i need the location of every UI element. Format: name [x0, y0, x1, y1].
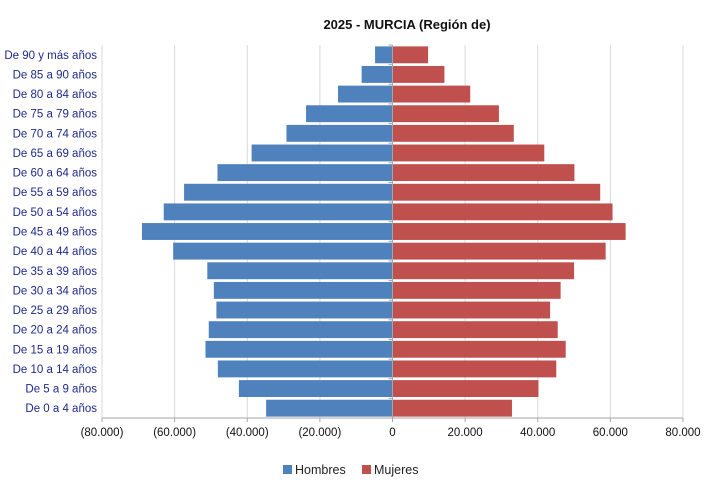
bar-mujeres-18: [392, 399, 512, 417]
bar-mujeres-8: [392, 203, 613, 221]
bar-mujeres-16: [392, 360, 557, 378]
category-label: De 40 a 44 años: [13, 246, 98, 258]
category-label: De 5 a 9 años: [25, 384, 97, 396]
bar-mujeres-5: [392, 144, 545, 162]
bar-hombres-3: [306, 105, 393, 123]
category-label: De 15 a 19 años: [13, 344, 98, 356]
bar-hombres-9: [141, 223, 393, 240]
bar-hombres-4: [286, 124, 393, 142]
bar-hombres-13: [216, 301, 393, 319]
chart-title: 2025 - MURCIA (Región de): [323, 17, 490, 32]
x-tick-label: 0: [389, 427, 395, 439]
bar-mujeres-13: [392, 301, 551, 319]
bar-hombres-7: [184, 183, 393, 201]
bar-mujeres-10: [392, 242, 606, 260]
bar-hombres-10: [173, 242, 393, 260]
category-label: De 20 a 24 años: [13, 325, 98, 337]
category-label: De 50 a 54 años: [13, 207, 98, 219]
bar-mujeres-11: [392, 262, 575, 280]
bar-mujeres-2: [392, 85, 471, 103]
category-label: De 10 a 14 años: [13, 364, 98, 376]
category-label: De 55 a 59 años: [13, 187, 98, 199]
bar-hombres-12: [213, 281, 393, 299]
category-label: De 25 a 29 años: [13, 305, 98, 317]
category-label: De 45 a 49 años: [13, 227, 98, 239]
bar-mujeres-1: [392, 66, 445, 83]
legend-swatch-mujeres: [362, 465, 371, 474]
bar-hombres-18: [266, 399, 393, 417]
bar-hombres-14: [208, 321, 393, 339]
bar-mujeres-12: [392, 281, 561, 299]
category-label: De 75 a 79 años: [13, 109, 98, 121]
bar-hombres-15: [205, 340, 393, 358]
x-tick-label: 80.000: [665, 427, 700, 439]
category-label: De 35 a 39 años: [13, 266, 98, 278]
legend-label-hombres: Hombres: [295, 463, 346, 477]
bar-hombres-2: [338, 85, 393, 103]
category-label: De 70 a 74 años: [13, 128, 98, 140]
bar-hombres-8: [163, 203, 393, 221]
category-label: De 65 a 69 años: [13, 148, 98, 160]
bar-mujeres-0: [392, 46, 429, 64]
bar-mujeres-6: [392, 164, 575, 182]
x-tick-label: (60.000): [153, 427, 196, 439]
bar-mujeres-4: [392, 124, 514, 142]
bar-hombres-16: [217, 360, 393, 378]
axes: [101, 44, 684, 422]
bar-hombres-17: [238, 380, 393, 397]
bars: [141, 46, 626, 417]
legend: Hombres Mujeres: [283, 463, 418, 477]
bar-hombres-11: [207, 262, 393, 280]
x-tick-label: 40.000: [520, 427, 555, 439]
x-tick-label: 20.000: [448, 427, 483, 439]
category-label: De 30 a 34 años: [13, 285, 98, 297]
bar-hombres-5: [251, 144, 393, 162]
category-label: De 85 a 90 años: [13, 69, 98, 81]
bar-hombres-1: [361, 66, 393, 83]
x-tick-label: (80.000): [81, 427, 124, 439]
bar-mujeres-9: [392, 223, 626, 240]
x-tick-labels: (80.000) (60.000) (40.000) (20.000) 0 20.000 4…: [81, 427, 701, 439]
bar-mujeres-3: [392, 105, 499, 123]
x-tick-label: 60.000: [593, 427, 628, 439]
bar-mujeres-17: [392, 380, 539, 397]
x-tick-label: (40.000): [226, 427, 269, 439]
legend-label-mujeres: Mujeres: [374, 463, 418, 477]
bar-hombres-6: [217, 164, 393, 182]
bar-mujeres-14: [392, 321, 558, 339]
category-labels: De 90 y más años De 85 a 90 años De 80 a 8…: [4, 50, 97, 415]
bar-mujeres-15: [392, 340, 566, 358]
category-label: De 90 y más años: [4, 50, 97, 62]
category-label: De 0 a 4 años: [25, 403, 97, 415]
x-tick-label: (20.000): [298, 427, 341, 439]
bar-mujeres-7: [392, 183, 601, 201]
category-label: De 60 a 64 años: [13, 168, 98, 180]
category-label: De 80 a 84 años: [13, 89, 98, 101]
bar-hombres-0: [375, 46, 393, 64]
legend-swatch-hombres: [283, 465, 292, 474]
